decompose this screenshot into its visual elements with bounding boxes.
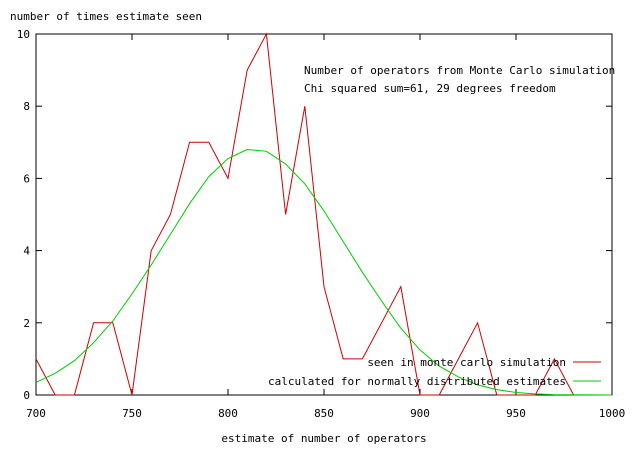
y-tick-label: 2 — [23, 317, 30, 330]
y-axis-label: number of times estimate seen — [10, 10, 202, 23]
y-tick-label: 0 — [23, 389, 30, 402]
y-tick-label: 6 — [23, 172, 30, 185]
legend-label-calculated: calculated for normally distributed esti… — [268, 375, 566, 388]
axis-ticks: 700 750 800 850 900 950 1000 0 2 4 6 8 10 — [17, 28, 626, 420]
x-tick-label: 700 — [26, 407, 46, 420]
x-tick-label: 950 — [506, 407, 526, 420]
series-lines — [35, 32, 613, 396]
x-tick-label: 800 — [218, 407, 238, 420]
y-tick-label: 10 — [17, 28, 30, 41]
legend: seen in monte carlo simulation calculate… — [268, 356, 601, 388]
legend-label-observed: seen in monte carlo simulation — [367, 356, 566, 369]
y-tick-label: 4 — [23, 245, 30, 258]
y-tick-label: 8 — [23, 100, 30, 113]
series-line-observed — [35, 32, 612, 396]
x-tick-label: 1000 — [599, 407, 626, 420]
x-tick-label: 900 — [410, 407, 430, 420]
annotation-line-2: Chi squared sum=61, 29 degrees freedom — [304, 82, 556, 95]
series-line-calculated — [35, 148, 613, 396]
x-tick-label: 750 — [122, 407, 142, 420]
annotation-line-1: Number of operators from Monte Carlo sim… — [304, 64, 615, 77]
x-tick-label: 850 — [314, 407, 334, 420]
x-axis-label: estimate of number of operators — [221, 432, 426, 445]
